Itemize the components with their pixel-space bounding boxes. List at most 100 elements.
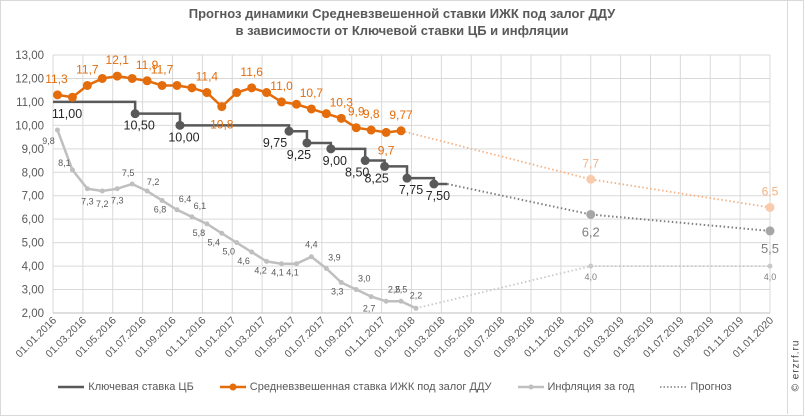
key-rate-data-label: 10,50 bbox=[124, 119, 155, 133]
mortgage-rate-point bbox=[112, 71, 122, 81]
key-rate-data-label: 8,25 bbox=[364, 171, 388, 185]
mortgage-rate-point bbox=[142, 76, 152, 86]
inflation-point bbox=[383, 298, 389, 304]
inflation-data-label: 6,8 bbox=[154, 204, 167, 214]
inflation-point bbox=[398, 298, 404, 304]
forecast-point bbox=[586, 209, 596, 219]
inflation-point bbox=[69, 167, 75, 173]
inflation-data-label: 5,8 bbox=[193, 228, 206, 238]
y-tick-label: 2,00 bbox=[22, 308, 44, 320]
inflation-data-label: 4,1 bbox=[286, 268, 299, 278]
inflation-data-label: 4,2 bbox=[254, 265, 267, 275]
copyright-text: © erzrf.ru bbox=[790, 339, 802, 392]
forecast-data-label: 5,5 bbox=[761, 241, 779, 256]
inflation-point bbox=[308, 254, 314, 260]
forecast-line bbox=[400, 129, 771, 209]
forecast-data-label: 4,0 bbox=[764, 272, 777, 282]
inflation-data-label: 4,1 bbox=[271, 268, 284, 278]
inflation-point bbox=[99, 188, 105, 194]
inflation-point bbox=[129, 181, 135, 187]
inflation-point bbox=[84, 186, 90, 192]
mortgage-rate-data-label: 11,9 bbox=[136, 58, 159, 72]
inflation-point bbox=[249, 249, 255, 255]
y-tick-label: 13,00 bbox=[15, 50, 44, 62]
forecast-point bbox=[765, 226, 775, 236]
key-rate-point bbox=[326, 144, 336, 154]
key-rate-point bbox=[429, 179, 439, 189]
mortgage-rate-point bbox=[217, 102, 227, 112]
forecast-lines: 7,7 6,5 6,2 5,5 4,0 4,0 bbox=[400, 129, 779, 310]
mortgage-rate-point bbox=[82, 80, 92, 90]
inflation-data-label: 8,1 bbox=[58, 158, 71, 168]
mortgage-rate-data-label: 10,8 bbox=[210, 118, 234, 132]
inflation-point bbox=[293, 261, 299, 267]
y-tick-label: 12,00 bbox=[15, 73, 44, 85]
inflation-data-label: 4,6 bbox=[237, 256, 250, 266]
mortgage-rate-point bbox=[321, 109, 331, 119]
mortgage-rate-point bbox=[277, 97, 287, 107]
inflation-data-label: 7,2 bbox=[96, 199, 109, 209]
y-tick-label: 4,00 bbox=[22, 261, 44, 273]
inflation-point bbox=[338, 280, 344, 286]
key-rate-data-label: 8,50 bbox=[345, 166, 369, 180]
inflation-point bbox=[54, 127, 60, 133]
y-tick-label: 7,00 bbox=[22, 191, 44, 203]
y-tick-label: 9,00 bbox=[22, 144, 44, 156]
legend-item-mortgage-rate[interactable]: Средневзвешенная ставка ИЖК под залог ДД… bbox=[219, 381, 492, 393]
mortgage-rate-point bbox=[202, 88, 212, 98]
legend-forecast-swatch bbox=[660, 386, 687, 388]
legend-mortgage-rate-label: Средневзвешенная ставка ИЖК под залог ДД… bbox=[249, 381, 492, 393]
mortgage-rate-point bbox=[291, 99, 301, 109]
forecast-data-label: 4,0 bbox=[584, 272, 597, 282]
mortgage-rate-point bbox=[381, 127, 391, 137]
inflation-point bbox=[234, 240, 240, 246]
key-rate-point bbox=[130, 109, 140, 119]
inflation-point bbox=[279, 261, 285, 267]
legend-forecast-label: Прогноз bbox=[690, 381, 732, 393]
y-tick-label: 6,00 bbox=[22, 214, 44, 226]
inflation-point bbox=[353, 287, 359, 293]
legend-key-rate-swatch bbox=[58, 385, 85, 389]
legend-key-rate-label: Ключевая ставка ЦБ bbox=[88, 381, 194, 393]
inflation-point bbox=[413, 305, 419, 311]
mortgage-rate-series: 11,311,712,1 11,911,711,410,811,611,010,7… bbox=[45, 53, 413, 157]
inflation-point bbox=[189, 214, 195, 220]
mortgage-rate-data-label: 11,4 bbox=[196, 70, 219, 84]
chart-title-line1: Прогноз динамики Средневзвешенной ставки… bbox=[188, 6, 616, 21]
inflation-data-label: 9,8 bbox=[42, 136, 55, 146]
key-rate-data-label: 10,00 bbox=[168, 130, 199, 144]
legend-item-forecast[interactable]: Прогноз bbox=[660, 381, 732, 393]
key-rate-point bbox=[175, 120, 185, 130]
key-rate-data-label: 7,75 bbox=[399, 183, 423, 197]
inflation-point bbox=[204, 221, 210, 227]
mortgage-rate-point bbox=[336, 113, 346, 123]
inflation-data-label: 3,9 bbox=[328, 252, 341, 262]
forecast-point bbox=[765, 202, 775, 212]
mortgage-rate-data-label: 11,3 bbox=[45, 72, 68, 86]
inflation-data-label: 2,7 bbox=[363, 304, 376, 314]
forecast-data-label: 7,7 bbox=[582, 156, 599, 170]
inflation-data-label: 4,4 bbox=[305, 240, 318, 250]
mortgage-rate-data-label: 11,6 bbox=[240, 65, 263, 79]
forecast-point bbox=[586, 174, 596, 184]
key-rate-data-label: 11,00 bbox=[52, 107, 82, 121]
forecast-line bbox=[447, 183, 771, 232]
y-tick-label: 11,00 bbox=[16, 97, 44, 109]
mortgage-rate-data-label: 9,9 bbox=[348, 105, 365, 119]
key-rate-point bbox=[360, 156, 370, 166]
inflation-point bbox=[264, 258, 270, 264]
y-axis: 2,00 3,00 4,00 5,00 6,00 7,00 8,00 9,00 10,00 11,… bbox=[15, 50, 54, 320]
inflation-data-label: 7,5 bbox=[122, 168, 135, 178]
legend-item-inflation[interactable]: Инфляция за год bbox=[517, 381, 634, 393]
key-rate-data-label: 9,75 bbox=[263, 136, 287, 150]
forecast-point bbox=[588, 263, 594, 269]
inflation-data-label: 7,3 bbox=[81, 197, 94, 207]
key-rate-point bbox=[380, 161, 390, 171]
legend-item-key-rate[interactable]: Ключевая ставка ЦБ bbox=[58, 381, 194, 393]
inflation-point bbox=[114, 186, 120, 192]
x-axis: 01.01.201601.03.201601.05.201601.07.2016… bbox=[13, 312, 776, 360]
chart-title-line2: в зависимости от Ключевой ставки ЦБ и ин… bbox=[235, 23, 569, 38]
inflation-point bbox=[159, 197, 165, 203]
forecast-data-label: 6,5 bbox=[762, 184, 779, 198]
